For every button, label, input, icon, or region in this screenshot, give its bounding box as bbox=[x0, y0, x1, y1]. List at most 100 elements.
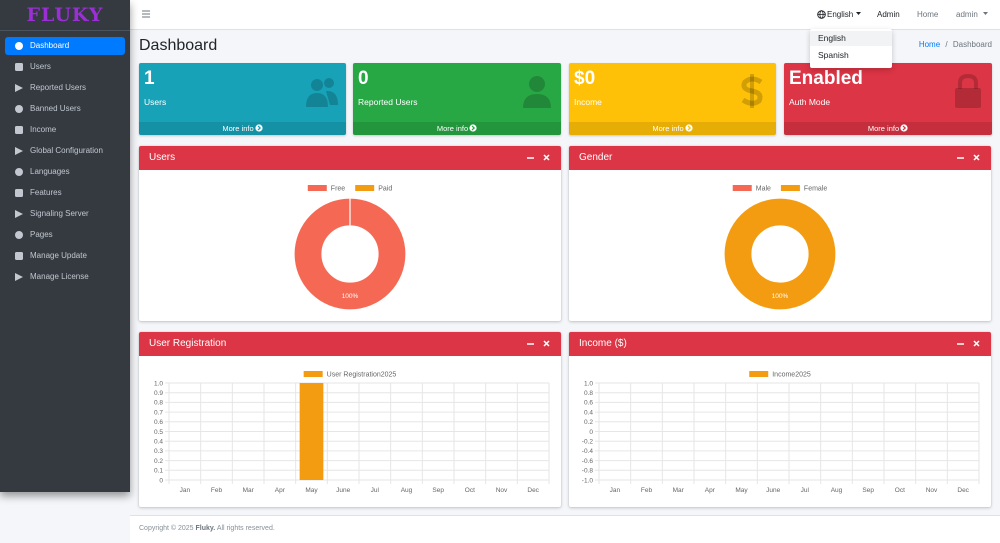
nav-item[interactable]: Manage License bbox=[5, 268, 125, 286]
nav-icon bbox=[15, 273, 23, 281]
more-info-link[interactable]: More info bbox=[784, 122, 992, 135]
chart: Free Paid 100% bbox=[293, 185, 407, 311]
nav-item[interactable]: Banned Users bbox=[5, 100, 125, 118]
x-tick-label: Sep bbox=[862, 487, 874, 494]
globe-icon bbox=[817, 10, 826, 19]
breadcrumb-link[interactable]: Home bbox=[918, 40, 941, 49]
card-title: User Registration bbox=[149, 338, 227, 349]
nav-item[interactable]: Users bbox=[5, 58, 125, 76]
remove-button[interactable] bbox=[543, 340, 550, 347]
icon-shape bbox=[15, 231, 23, 239]
icon-shape bbox=[902, 125, 907, 131]
icon-shape bbox=[15, 147, 23, 155]
nav-item[interactable]: Manage Update bbox=[5, 247, 125, 265]
y-tick-label: 0.5 bbox=[154, 429, 163, 436]
nav-icon bbox=[15, 189, 23, 197]
nav-icon bbox=[15, 147, 23, 155]
icon-shape bbox=[529, 76, 545, 92]
breadcrumb-current: Dashboard bbox=[952, 40, 992, 49]
nav-link[interactable]: Home bbox=[917, 10, 939, 19]
icon-shape bbox=[257, 125, 261, 131]
language-toggle[interactable]: English bbox=[827, 10, 854, 19]
sidebar: FLUKY Dashboard Users Reported Users Banned… bbox=[0, 0, 130, 492]
y-tick-label: 0.7 bbox=[154, 409, 163, 416]
remove-button[interactable] bbox=[543, 154, 550, 161]
y-tick-label: -1.0 bbox=[582, 477, 594, 484]
x-tick-label: Oct bbox=[895, 487, 905, 494]
card-tools bbox=[957, 340, 980, 347]
nav-item[interactable]: Features bbox=[5, 184, 125, 202]
remove-button[interactable] bbox=[973, 154, 980, 161]
footer: Copyright © 2025 Fluky. All rights reser… bbox=[130, 515, 1000, 543]
doughnut-slice bbox=[293, 197, 407, 311]
y-tick-label: 0.9 bbox=[154, 390, 163, 397]
x-tick-label: Mar bbox=[243, 487, 255, 494]
breadcrumb-separator: / bbox=[945, 40, 948, 49]
nav-item[interactable]: Pages bbox=[5, 226, 125, 244]
x-tick-label: Oct bbox=[465, 487, 475, 494]
page-title: Dashboard bbox=[139, 37, 218, 54]
x-tick-label: June bbox=[766, 487, 780, 494]
brand-logo[interactable]: FLUKY bbox=[0, 0, 130, 31]
nav-item[interactable]: Dashboard bbox=[5, 37, 125, 55]
nav-item[interactable]: Income bbox=[5, 121, 125, 139]
nav-icon bbox=[15, 126, 23, 134]
card-title: Gender bbox=[579, 152, 613, 163]
more-info-link[interactable]: More info bbox=[353, 122, 561, 135]
icon-shape bbox=[311, 79, 323, 91]
y-tick-label: 0.8 bbox=[154, 400, 163, 407]
info-box-value: 0 bbox=[358, 68, 369, 89]
y-tick-label: 0.6 bbox=[584, 400, 593, 407]
nav-label: Banned Users bbox=[30, 104, 81, 113]
info-box: $0 Income More info bbox=[569, 63, 776, 135]
icon-shape bbox=[15, 84, 23, 92]
icon-shape bbox=[324, 78, 334, 88]
icon-shape bbox=[687, 125, 691, 131]
nav-link[interactable]: Admin bbox=[877, 10, 900, 19]
caret bbox=[983, 12, 988, 15]
nav-item[interactable]: Reported Users bbox=[5, 79, 125, 97]
icon-shape bbox=[958, 73, 978, 89]
info-box: 1 Users More info bbox=[139, 63, 346, 135]
more-info-link[interactable]: More info bbox=[569, 122, 776, 135]
y-tick-label: 1.0 bbox=[584, 380, 593, 387]
x-tick-label: Feb bbox=[211, 487, 223, 494]
chart: User Registration2025 0 0.1 0.2 0.3 0.4 0.5 0.6… bbox=[154, 371, 550, 494]
dropdown-item[interactable]: English bbox=[810, 31, 892, 46]
legend-swatch bbox=[307, 185, 327, 191]
y-tick-label: -0.6 bbox=[582, 458, 594, 465]
dropdown-item[interactable]: Spanish bbox=[818, 50, 849, 60]
more-info-text: More info bbox=[652, 124, 684, 133]
info-box: 0 Reported Users More info bbox=[353, 63, 561, 135]
nav-icon bbox=[15, 231, 23, 239]
x-tick-label: Feb bbox=[641, 487, 653, 494]
more-info-link[interactable]: More info bbox=[139, 122, 346, 135]
info-box-value: Enabled bbox=[789, 68, 863, 89]
x-tick-label: Nov bbox=[496, 487, 508, 494]
menu-toggle[interactable] bbox=[142, 10, 151, 18]
nav-item[interactable]: Global Configuration bbox=[5, 142, 125, 160]
legend: Income2025 bbox=[749, 371, 811, 379]
footer-brand[interactable]: Fluky. bbox=[195, 525, 216, 532]
x-tick-label: May bbox=[305, 487, 318, 494]
nav-item[interactable]: Languages bbox=[5, 163, 125, 181]
icon-shape bbox=[15, 63, 23, 71]
chart-card: User Registration User Registration2025 0 0… bbox=[139, 332, 561, 507]
nav-label: Manage Update bbox=[30, 251, 87, 260]
legend-swatch bbox=[732, 185, 752, 191]
info-box-value: $0 bbox=[574, 68, 596, 89]
legend: Male Female bbox=[732, 185, 827, 193]
legend-label: Male bbox=[756, 186, 771, 193]
icon-shape bbox=[15, 126, 23, 134]
nav-item[interactable]: Signaling Server bbox=[5, 205, 125, 223]
user-menu[interactable]: admin bbox=[956, 10, 978, 19]
legend-label: User Registration2025 bbox=[327, 372, 397, 379]
icon-shape bbox=[15, 189, 23, 197]
x-tick-label: Aug bbox=[831, 487, 843, 494]
footer-text: Copyright © 2025 bbox=[139, 525, 194, 532]
arrow-icon bbox=[255, 124, 263, 132]
remove-button[interactable] bbox=[973, 340, 980, 347]
slice-label: 100% bbox=[342, 293, 359, 300]
y-tick-label: 0.3 bbox=[154, 448, 163, 455]
x-tick-label: Jul bbox=[371, 487, 380, 494]
